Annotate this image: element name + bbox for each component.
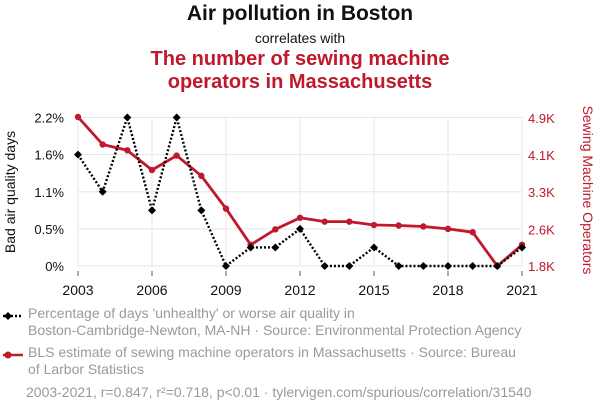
data-point-sewing-operators: [469, 229, 476, 236]
x-axis-ticks: 2003 2006 2009 2012 2015 2018 2021: [62, 271, 538, 298]
data-point-bad-air-days: [394, 262, 403, 270]
data-point-bad-air-days: [345, 262, 354, 270]
chart-title: Air pollution in Boston: [186, 2, 414, 25]
legend-text-line: Percentage of days 'unhealthy' or worse …: [28, 305, 355, 321]
data-point-sewing-operators: [420, 223, 427, 230]
data-point-sewing-operators: [124, 147, 131, 154]
right-axis-ticks: 1.8K 2.6K 3.3K 4.1K 4.9K: [528, 111, 555, 274]
legend-text-line: Boston-Cambridge-Newton, MA-NH · Source:…: [28, 322, 522, 338]
footer-stats: 2003-2021, r=0.847, r²=0.718, p<0.01 · t…: [26, 384, 532, 400]
data-point-bad-air-days: [98, 187, 107, 196]
data-point-sewing-operators: [173, 152, 180, 159]
x-tick-label: 2015: [358, 282, 389, 298]
legend-swatch-dotted: [3, 312, 23, 320]
data-point-sewing-operators: [198, 172, 205, 180]
data-point-sewing-operators: [99, 141, 106, 148]
data-point-bad-air-days: [468, 262, 477, 270]
data-point-bad-air-days: [222, 262, 230, 270]
left-axis-label: Bad air quality days: [2, 131, 18, 253]
right-tick-label: 2.6K: [528, 222, 555, 237]
left-axis-ticks: 0% 0.5% 1.1% 1.6% 2.2%: [34, 111, 64, 274]
right-tick-label: 4.1K: [528, 148, 555, 163]
data-point-sewing-operators: [148, 166, 156, 174]
data-point-bad-air-days: [74, 150, 82, 159]
data-point-bad-air-days: [444, 262, 452, 270]
data-point-sewing-operators: [222, 205, 230, 212]
data-point-bad-air-days: [419, 262, 428, 270]
data-point-bad-air-days: [370, 243, 378, 252]
legend-text-line: BLS estimate of sewing machine operators…: [28, 344, 516, 360]
data-point-bad-air-days: [493, 262, 502, 270]
data-point-sewing-operators: [444, 225, 452, 233]
data-point-bad-air-days: [123, 113, 132, 122]
left-tick-label: 1.1%: [34, 185, 64, 200]
data-point-bad-air-days: [148, 206, 156, 215]
right-axis-label: Sewing Machine Operators: [580, 106, 596, 275]
legend-item-bad-air: Percentage of days 'unhealthy' or worse …: [0, 305, 600, 349]
data-point-sewing-operators: [395, 222, 402, 229]
data-point-bad-air-days: [172, 113, 181, 122]
left-tick-label: 1.6%: [34, 148, 64, 163]
data-point-sewing-operators: [272, 226, 279, 233]
chart-subtitle: The number of sewing machine operators i…: [0, 48, 600, 94]
right-tick-label: 1.8K: [528, 259, 555, 274]
right-tick-label: 3.3K: [528, 185, 555, 200]
x-tick-label: 2021: [506, 282, 537, 298]
data-point-bad-air-days: [320, 262, 329, 270]
x-tick-label: 2006: [136, 282, 167, 298]
data-point-bad-air-days: [197, 206, 206, 215]
data-point-bad-air-days: [518, 243, 526, 252]
data-point-sewing-operators: [370, 221, 378, 229]
correlates-label: correlates with: [254, 30, 346, 46]
x-tick-label: 2018: [432, 282, 463, 298]
data-point-bad-air-days: [271, 243, 280, 252]
data-point-sewing-operators: [321, 218, 328, 225]
legend-swatch-solid: [3, 351, 23, 359]
subtitle-line-2: operators in Massachusetts: [167, 71, 433, 93]
legend-item-sewing-operators: BLS estimate of sewing machine operators…: [0, 344, 600, 388]
left-tick-label: 0%: [45, 259, 64, 274]
series-bad-air-days: [74, 112, 526, 270]
legend-text-line: of Larbor Statistics: [28, 361, 144, 377]
x-tick-label: 2012: [284, 282, 315, 298]
data-point-sewing-operators: [296, 214, 304, 221]
data-point-sewing-operators: [346, 218, 353, 225]
x-tick-label: 2009: [210, 282, 241, 298]
right-tick-label: 4.9K: [528, 111, 555, 126]
subtitle-line-1: The number of sewing machine: [150, 48, 450, 70]
data-point-bad-air-days: [296, 224, 304, 233]
data-point-sewing-operators: [74, 113, 82, 121]
left-tick-label: 0.5%: [34, 222, 64, 237]
gridlines: [77, 117, 523, 267]
x-tick-label: 2003: [62, 282, 93, 298]
data-point-bad-air-days: [246, 243, 255, 252]
left-tick-label: 2.2%: [34, 111, 64, 126]
